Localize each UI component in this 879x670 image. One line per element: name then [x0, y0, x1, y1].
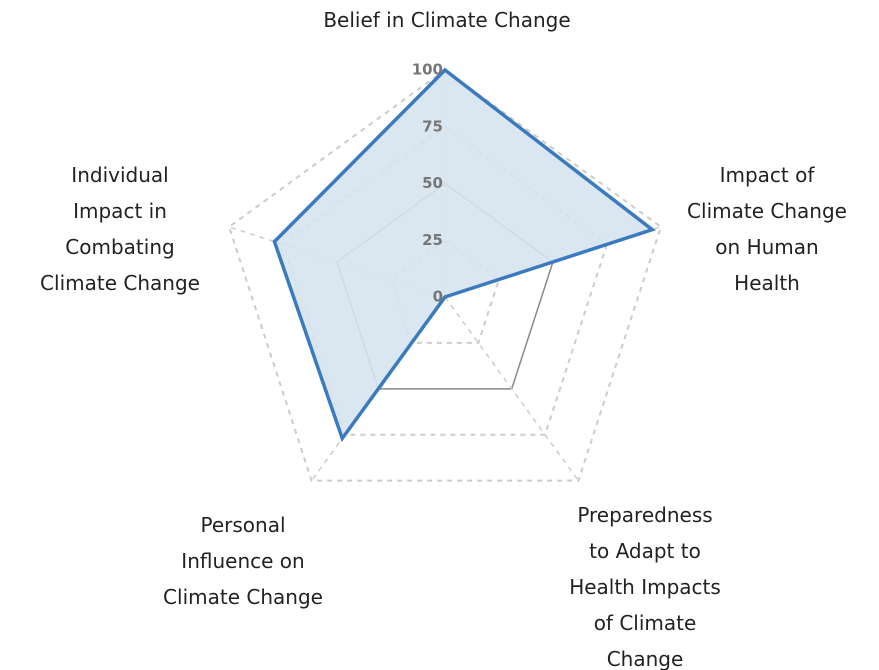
grid-ring [227, 68, 663, 482]
category-label: Impact of Climate Change on Human Health [687, 163, 847, 295]
category-label: Preparedness to Adapt to Health Impacts … [569, 503, 721, 670]
spoke [444, 296, 580, 482]
r-tick-label: 25 [422, 231, 443, 249]
r-tick-label: 75 [422, 117, 443, 135]
category-label: Belief in Climate Change [323, 8, 571, 32]
r-tick-label: 0 [433, 288, 443, 306]
category-label: Personal Influence on Climate Change [163, 513, 323, 609]
r-tick-label: 100 [412, 61, 443, 79]
data-area [272, 67, 656, 443]
r-tick-label: 50 [422, 174, 443, 192]
category-label: Individual Impact in Combating Climate C… [40, 163, 200, 295]
